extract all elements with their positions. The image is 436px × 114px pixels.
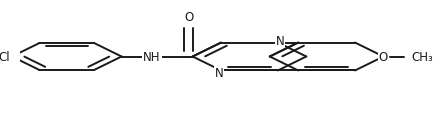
Text: O: O bbox=[379, 51, 388, 63]
Text: Cl: Cl bbox=[0, 51, 10, 63]
Text: N: N bbox=[276, 34, 284, 47]
Text: O: O bbox=[184, 11, 193, 24]
Text: CH₃: CH₃ bbox=[412, 51, 434, 63]
Text: N: N bbox=[215, 67, 223, 80]
Text: NH: NH bbox=[143, 51, 161, 63]
